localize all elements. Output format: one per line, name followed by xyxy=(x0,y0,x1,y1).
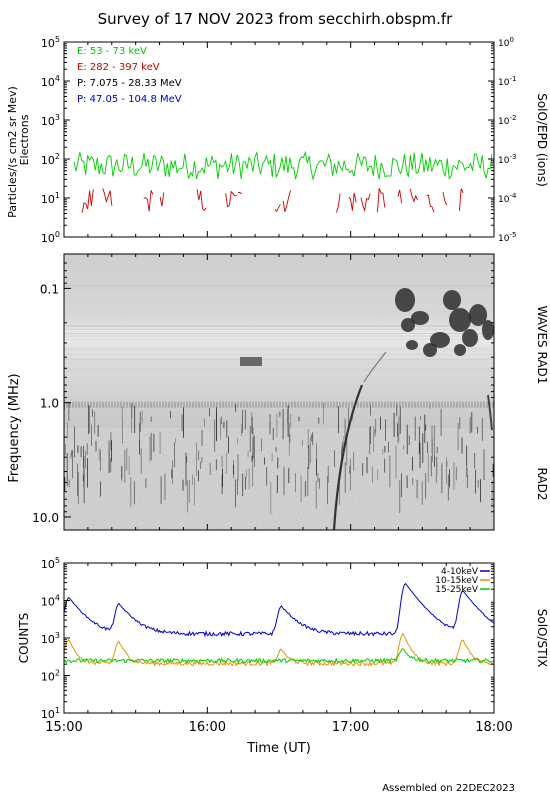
stix-right-label: SolO/STIX xyxy=(535,609,549,668)
radio-burst-blob xyxy=(482,320,494,340)
stix-legend-1: 4-10keV xyxy=(441,567,479,577)
stix-legend: 4-10keV 10-15keV 15-25keV xyxy=(435,567,490,595)
epd-right-ytick-label-4: 10-1 xyxy=(498,75,516,88)
epd-axis-ticks: 100 101 102 103 104 105 10-5 10-4 10-3 10-2 10-1 10… xyxy=(41,35,517,245)
waves-rad2-label: RAD2 xyxy=(535,468,549,501)
epd-right-ytick-label-3: 10-2 xyxy=(498,114,516,127)
radio-burst-blob xyxy=(423,343,437,357)
waves-spectrogram-marks xyxy=(64,283,494,530)
radio-burst-blob xyxy=(411,311,429,325)
epd-series-group xyxy=(73,150,493,213)
stix-axis-ticks: 101 102 103 104 105 15:00 16:00 17:00 18:00 xyxy=(41,556,513,735)
figure-title: Survey of 17 NOV 2023 from secchirh.obsp… xyxy=(98,10,454,28)
footer-assembled: Assembled on 22DEC2023 xyxy=(382,783,515,794)
epd-right-ytick-label-5: 100 xyxy=(498,36,514,49)
epd-series-electrons-high xyxy=(81,188,464,213)
rad1-background xyxy=(64,254,494,428)
stix-plot-frame xyxy=(63,562,495,714)
radio-burst-edge xyxy=(487,394,493,431)
radio-burst-blob xyxy=(395,288,415,312)
stix-series-15-25keV xyxy=(63,648,495,665)
stix-ytick-label-0: 101 xyxy=(41,706,60,721)
epd-legend-3: P: 7.075 - 28.33 MeV xyxy=(77,78,182,89)
radio-burst-blob xyxy=(449,308,471,332)
epd-legend-4: P: 47.05 - 104.8 MeV xyxy=(77,94,182,105)
radio-burst-blob xyxy=(454,344,466,356)
stix-xtick-label-3: 18:00 xyxy=(475,720,512,735)
epd-ylabel-electrons: Electrons xyxy=(18,114,31,165)
epd-series-electrons-low xyxy=(73,150,493,181)
waves-ytick-label-0: 0.1 xyxy=(40,282,59,296)
radio-burst-blob xyxy=(469,304,487,326)
stix-series-4-10keV xyxy=(63,582,495,638)
epd-ytick-label-4: 104 xyxy=(41,74,60,89)
stix-ytick-label-2: 103 xyxy=(41,631,60,646)
stix-ytick-label-3: 104 xyxy=(41,594,60,609)
stix-series-group xyxy=(63,582,495,667)
radio-burst-blob xyxy=(462,329,478,347)
epd-right-ytick-label-1: 10-4 xyxy=(498,192,517,205)
waves-panel: 0.1 1.0 10.0 Frequency (MHz) WAVES RAD1 RA… xyxy=(7,253,549,531)
stix-panel: 101 102 103 104 105 15:00 16:00 17:00 18:00 4-10… xyxy=(17,556,549,756)
stix-legend-3: 15-25keV xyxy=(435,585,479,595)
waves-axis-ticks: 0.1 1.0 10.0 xyxy=(32,253,495,530)
waves-ylabel: Frequency (MHz) xyxy=(7,373,22,482)
stix-xtick-label-2: 17:00 xyxy=(332,720,369,735)
waves-ytick-label-2: 10.0 xyxy=(32,511,59,525)
waves-rad1-label: WAVES RAD1 xyxy=(535,306,549,385)
radio-burst-small xyxy=(240,357,262,366)
stix-xlabel: Time (UT) xyxy=(246,741,311,756)
epd-ylabel: Particles/(s cm2 sr Mev) xyxy=(6,86,19,218)
epd-legend-2: E: 282 - 397 keV xyxy=(77,62,160,73)
epd-ytick-label-1: 101 xyxy=(41,191,60,206)
stix-legend-2: 10-15keV xyxy=(435,576,479,586)
epd-panel: 100 101 102 103 104 105 10-5 10-4 10-3 10-2 10-1 10… xyxy=(6,35,549,245)
radio-burst-blob xyxy=(430,332,450,348)
epd-right-ytick-label-0: 10-5 xyxy=(498,231,516,244)
epd-right-label: SolO/EPD (ions) xyxy=(535,93,549,187)
type-iii-burst-tail xyxy=(363,351,387,383)
radio-burst-blob xyxy=(401,318,415,332)
stix-xtick-label-0: 15:00 xyxy=(45,720,82,735)
radio-burst-blob xyxy=(443,290,461,310)
epd-ytick-label-2: 102 xyxy=(41,152,60,167)
epd-ytick-label-3: 103 xyxy=(41,113,60,128)
epd-legend-1: E: 53 - 73 keV xyxy=(77,46,147,57)
type-iii-burst-track xyxy=(332,384,364,530)
stix-ytick-label-4: 105 xyxy=(41,556,60,571)
waves-ytick-label-1: 1.0 xyxy=(40,397,59,411)
stix-series-10-15keV xyxy=(63,632,495,667)
stix-ylabel: COUNTS xyxy=(17,613,31,664)
epd-ytick-label-0: 100 xyxy=(41,230,60,245)
radio-burst-blob xyxy=(406,340,418,350)
epd-ytick-label-5: 105 xyxy=(41,35,60,50)
stix-xtick-label-1: 16:00 xyxy=(189,720,226,735)
rad2-noise xyxy=(64,428,494,530)
epd-right-ytick-label-2: 10-3 xyxy=(498,153,516,166)
stix-ytick-label-1: 102 xyxy=(41,669,60,684)
